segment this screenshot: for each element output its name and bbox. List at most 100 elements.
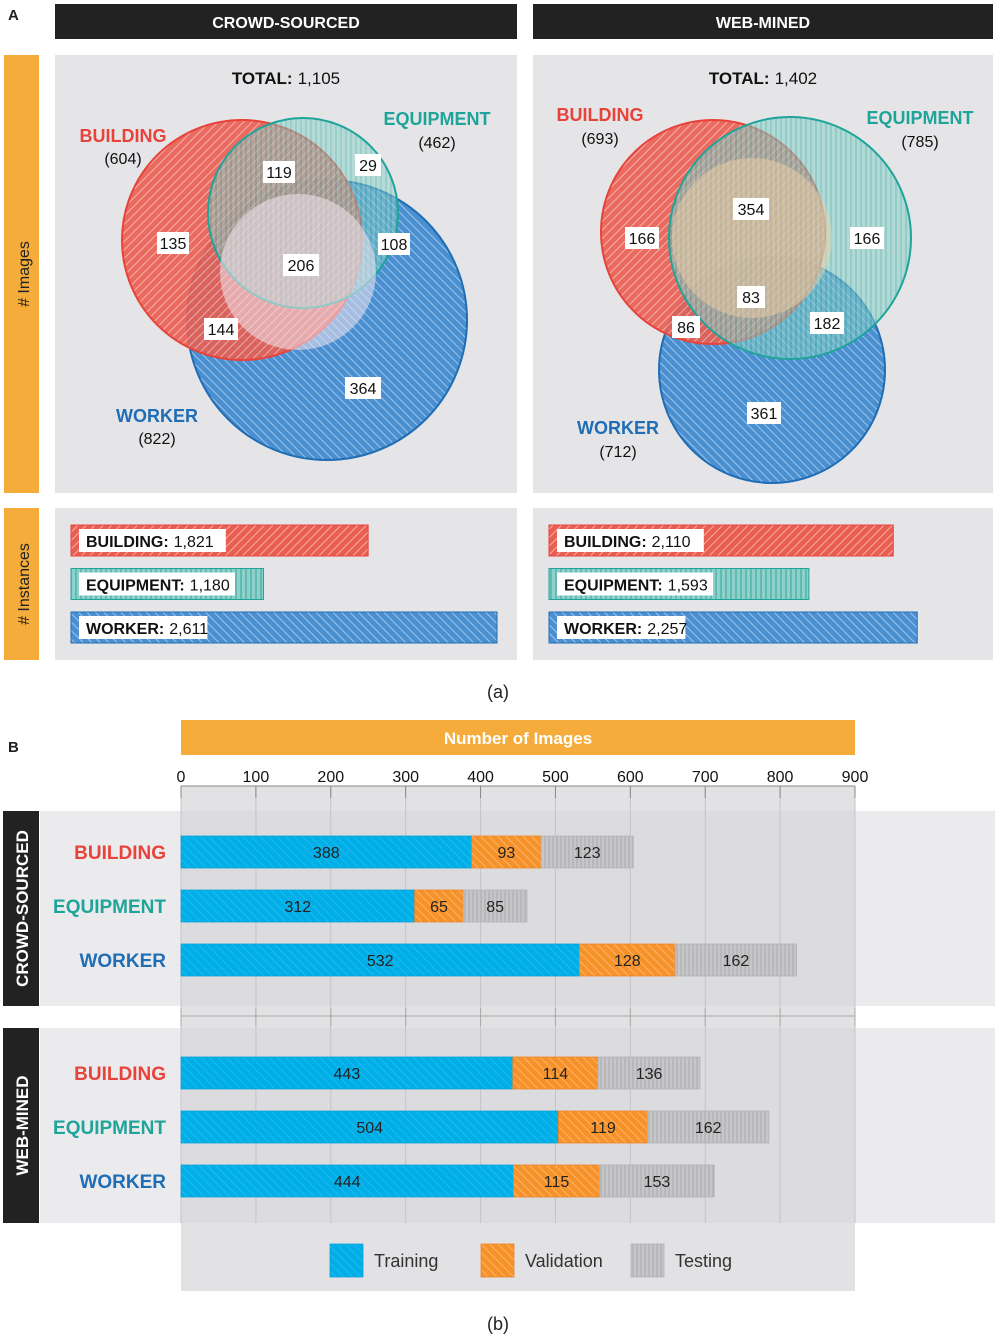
instance-label-bg [557, 529, 704, 552]
region-building-only: 135 [160, 236, 187, 253]
building-set-count: (604) [104, 151, 141, 168]
region-building-worker: 144 [208, 322, 235, 339]
instance-label-bg [79, 529, 226, 552]
equipment-set-name: EQUIPMENT [866, 108, 973, 128]
region-equipment-worker: 182 [814, 316, 841, 333]
instance-name: BUILDING: [564, 534, 647, 551]
category-label: BUILDING [74, 843, 166, 864]
bar-value-label: 443 [334, 1066, 361, 1083]
bar-value-label: 85 [486, 899, 504, 916]
legend-area [181, 1223, 855, 1288]
instances-side-bar [4, 508, 39, 660]
bar-segment-testing [462, 889, 528, 923]
web-mined-panel: WEB-MINED TOTAL: 1,402 BUILDING (693) EQU… [533, 4, 993, 660]
bar-segment-training [180, 835, 472, 869]
region-box [850, 227, 884, 249]
bar-value-label: 65 [430, 899, 448, 916]
instance-name: EQUIPMENT: [86, 578, 185, 595]
instance-label-building: BUILDING: 2,110 [564, 534, 691, 551]
instance-name: BUILDING: [86, 534, 169, 551]
part-b-label: B [8, 739, 19, 756]
caption-a: (a) [487, 682, 509, 702]
header-bar [55, 4, 517, 39]
images-side-bar [4, 55, 39, 493]
worker-set-name: WORKER [577, 418, 659, 438]
bar-value-label: 388 [313, 845, 340, 862]
instance-label-equipment: EQUIPMENT: 1,593 [564, 578, 708, 595]
building-set-count: (693) [581, 131, 618, 148]
region-building-worker: 86 [677, 320, 695, 337]
bar-value-label: 93 [497, 845, 515, 862]
panel-header: WEB-MINED [716, 15, 810, 32]
bar-segment-validation [471, 835, 542, 869]
group-label: CROWD-SOURCED [13, 830, 32, 987]
category-label: EQUIPMENT [53, 1118, 166, 1139]
total-value: 1,105 [298, 69, 341, 88]
bar-segment-validation [558, 1110, 648, 1144]
region-building-only: 166 [629, 231, 656, 248]
region-box [355, 154, 381, 176]
bar-value-label: 532 [367, 953, 394, 970]
building-set-name: BUILDING [557, 105, 644, 125]
bar-value-label: 444 [334, 1174, 361, 1191]
bar-segment-testing [540, 835, 634, 869]
instances-side-label: # Instances [16, 543, 33, 625]
group-label: WEB-MINED [13, 1075, 32, 1175]
instance-value: 1,593 [668, 578, 708, 595]
panel-header: CROWD-SOURCED [212, 15, 360, 32]
category-label: WORKER [79, 951, 166, 972]
region-box [625, 227, 659, 249]
equipment-set-count: (785) [901, 134, 938, 151]
instance-label-bg [79, 572, 235, 596]
region-worker-only: 364 [350, 381, 377, 398]
bar-segment-training [180, 943, 580, 977]
instance-label-building: BUILDING: 1,821 [86, 534, 214, 551]
x-tick-label: 900 [842, 769, 869, 786]
bar-value-label: 115 [544, 1174, 570, 1191]
instance-value: 2,110 [652, 534, 691, 551]
part-a-label: A [8, 7, 19, 24]
x-tick-label: 200 [317, 769, 344, 786]
center-tint [672, 158, 832, 318]
legend-label-testing: Testing [675, 1251, 732, 1271]
instance-label-equipment: EQUIPMENT: 1,180 [86, 578, 230, 595]
region-equipment-worker: 108 [381, 237, 408, 254]
bar-segment-training [180, 1056, 514, 1090]
total-label: TOTAL: [232, 69, 293, 88]
bar-value-label: 162 [695, 1120, 722, 1137]
x-tick-label: 300 [392, 769, 419, 786]
region-equipment-only: 166 [854, 231, 881, 248]
bar-value-label: 123 [574, 845, 601, 862]
instance-value: 1,180 [190, 578, 230, 595]
building-set-name: BUILDING [80, 126, 167, 146]
bar-value-label: 153 [644, 1174, 671, 1191]
bar-segment-validation [513, 1164, 601, 1198]
instance-value: 2,611 [169, 621, 208, 638]
legend-label-training: Training [374, 1251, 438, 1271]
region-all-three: 206 [288, 258, 315, 275]
instance-name: EQUIPMENT: [564, 578, 663, 595]
region-box [204, 318, 238, 340]
bar-segment-validation [512, 1056, 599, 1090]
region-all-three: 83 [742, 290, 760, 307]
bar-segment-testing [599, 1164, 715, 1198]
bar-value-label: 504 [356, 1120, 383, 1137]
bar-segment-testing [597, 1056, 701, 1090]
bar-segment-validation [414, 889, 464, 923]
x-tick-label: 700 [692, 769, 719, 786]
legend-swatch-validation [480, 1243, 515, 1278]
region-box [672, 316, 700, 338]
region-equipment-only: 29 [359, 158, 377, 175]
chart-title-bar [181, 720, 855, 755]
instance-name: WORKER: [86, 621, 164, 638]
x-tick-label: 800 [767, 769, 794, 786]
region-box [263, 161, 295, 183]
region-box [345, 377, 381, 399]
worker-set-count: (712) [599, 444, 636, 461]
bar-value-label: 162 [723, 953, 750, 970]
instance-label-worker: WORKER: 2,257 [564, 621, 687, 638]
caption-b: (b) [487, 1314, 509, 1334]
instance-value: 1,821 [174, 534, 214, 551]
equipment-circle [668, 116, 912, 360]
